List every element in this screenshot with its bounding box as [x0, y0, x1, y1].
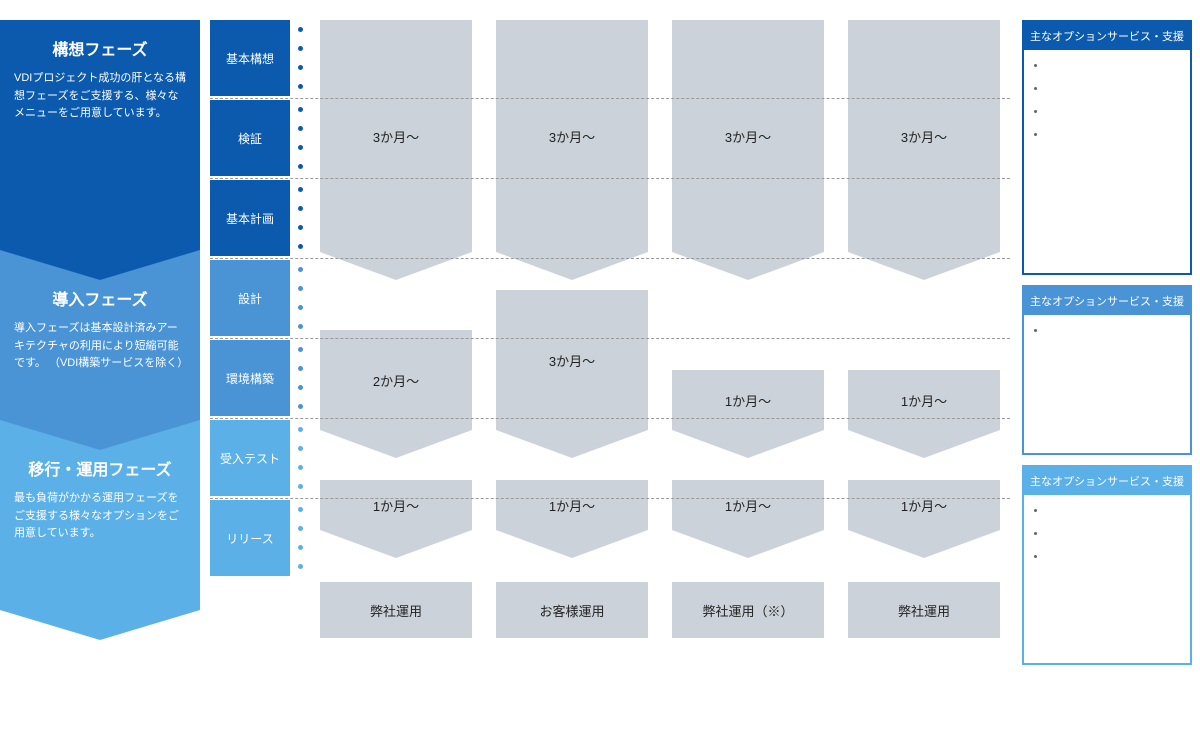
bullet-dot [298, 404, 303, 409]
phase-column: 構想フェーズ VDIプロジェクト成功の肝となる構想フェーズをご支援する、様々なメニ… [0, 20, 200, 610]
bullet-dot [298, 427, 303, 432]
footer-label: 弊社運用 [320, 582, 472, 638]
phase-title: 導入フェーズ [14, 286, 186, 310]
bullet-dot [298, 164, 303, 169]
flow-arrow: 1か月～ [320, 480, 472, 558]
bullet-dot [298, 267, 303, 272]
bullet-dot [298, 507, 303, 512]
phase-desc: 最も負荷がかかる運用フェーズをご支援する様々なオプションをご用意しています。 [14, 490, 186, 543]
row-divider [210, 338, 1010, 339]
bullet-dot [298, 366, 303, 371]
option-item [1046, 83, 1182, 94]
option-item [1046, 325, 1182, 336]
arrow-label: 1か月～ [496, 480, 648, 530]
arrow-label: 1か月～ [672, 480, 824, 530]
flow-arrow: 1か月～ [848, 480, 1000, 558]
option-item [1046, 505, 1182, 516]
option-body [1024, 495, 1190, 663]
flow-arrow: 1か月～ [496, 480, 648, 558]
arrow-area: 3か月～3か月～3か月～3か月～2か月～3か月～1か月～1か月～1か月～1か月～… [320, 20, 1020, 720]
bullet-dot [298, 465, 303, 470]
phase-title: 構想フェーズ [14, 36, 186, 60]
bullet-dot [298, 385, 303, 390]
phase-desc: VDIプロジェクト成功の肝となる構想フェーズをご支援する、様々なメニューをご用意… [14, 70, 186, 123]
option-header: 主なオプションサービス・支援 [1024, 287, 1190, 315]
flow-arrow: 3か月～ [496, 20, 648, 280]
option-item [1046, 106, 1182, 117]
subphase-label: リリース [210, 500, 290, 576]
phase-desc: 導入フェーズは基本設計済みアーキテクチャの利用により短縮可能です。 （VDI構築… [14, 320, 186, 373]
bullet-dot [298, 545, 303, 550]
bullet-dot [298, 84, 303, 89]
bullet-column [296, 20, 310, 580]
footer-label: 弊社運用 [848, 582, 1000, 638]
bullet-dot [298, 187, 303, 192]
phase-block: 構想フェーズ VDIプロジェクト成功の肝となる構想フェーズをご支援する、様々なメニ… [0, 20, 200, 250]
bullet-dot [298, 206, 303, 211]
row-divider [210, 258, 1010, 259]
diagram-container: 構想フェーズ VDIプロジェクト成功の肝となる構想フェーズをご支援する、様々なメニ… [0, 0, 1200, 750]
row-divider [210, 98, 1010, 99]
option-panel: 主なオプションサービス・支援 [1022, 285, 1192, 455]
option-body [1024, 315, 1190, 453]
footer-label: 弊社運用（※） [672, 582, 824, 638]
option-header: 主なオプションサービス・支援 [1024, 467, 1190, 495]
flow-arrow: 3か月～ [672, 20, 824, 280]
arrow-label: 2か月～ [320, 330, 472, 430]
bullet-dot [298, 484, 303, 489]
bullet-dot [298, 347, 303, 352]
option-panel: 主なオプションサービス・支援 [1022, 465, 1192, 665]
flow-arrow: 2か月～ [320, 330, 472, 458]
arrow-label: 1か月～ [320, 480, 472, 530]
flow-arrow: 1か月～ [848, 370, 1000, 458]
subphase-label: 基本計画 [210, 180, 290, 256]
bullet-dot [298, 446, 303, 451]
row-divider [210, 418, 1010, 419]
bullet-dot [298, 126, 303, 131]
option-item [1046, 60, 1182, 71]
subphase-label: 基本構想 [210, 20, 290, 96]
bullet-dot [298, 305, 303, 310]
option-item [1046, 129, 1182, 140]
bullet-dot [298, 107, 303, 112]
arrow-label: 3か月～ [496, 20, 648, 252]
subphase-label: 環境構築 [210, 340, 290, 416]
option-body [1024, 50, 1190, 273]
bullet-dot [298, 225, 303, 230]
bullet-dot [298, 564, 303, 569]
option-header: 主なオプションサービス・支援 [1024, 22, 1190, 50]
option-panel: 主なオプションサービス・支援 [1022, 20, 1192, 275]
footer-label: お客様運用 [496, 582, 648, 638]
option-item [1046, 551, 1182, 562]
row-divider [210, 178, 1010, 179]
flow-arrow: 3か月～ [848, 20, 1000, 280]
bullet-dot [298, 286, 303, 291]
subphase-label: 検証 [210, 100, 290, 176]
bullet-dot [298, 27, 303, 32]
bullet-dot [298, 324, 303, 329]
subphase-column: 基本構想検証基本計画設計環境構築受入テストリリース [210, 20, 290, 580]
arrow-label: 3か月～ [672, 20, 824, 252]
bullet-dot [298, 526, 303, 531]
bullet-dot [298, 145, 303, 150]
row-divider [210, 498, 1010, 499]
arrow-label: 1か月～ [848, 370, 1000, 430]
flow-arrow: 1か月～ [672, 370, 824, 458]
flow-arrow: 1か月～ [672, 480, 824, 558]
arrow-label: 3か月～ [496, 290, 648, 430]
arrow-label: 1か月～ [848, 480, 1000, 530]
phase-title: 移行・運用フェーズ [14, 456, 186, 480]
flow-arrow: 3か月～ [320, 20, 472, 280]
option-item [1046, 528, 1182, 539]
bullet-dot [298, 244, 303, 249]
subphase-label: 設計 [210, 260, 290, 336]
bullet-dot [298, 46, 303, 51]
arrow-label: 3か月～ [320, 20, 472, 252]
subphase-label: 受入テスト [210, 420, 290, 496]
bullet-dot [298, 65, 303, 70]
arrow-label: 3か月～ [848, 20, 1000, 252]
arrow-label: 1か月～ [672, 370, 824, 430]
flow-arrow: 3か月～ [496, 290, 648, 458]
